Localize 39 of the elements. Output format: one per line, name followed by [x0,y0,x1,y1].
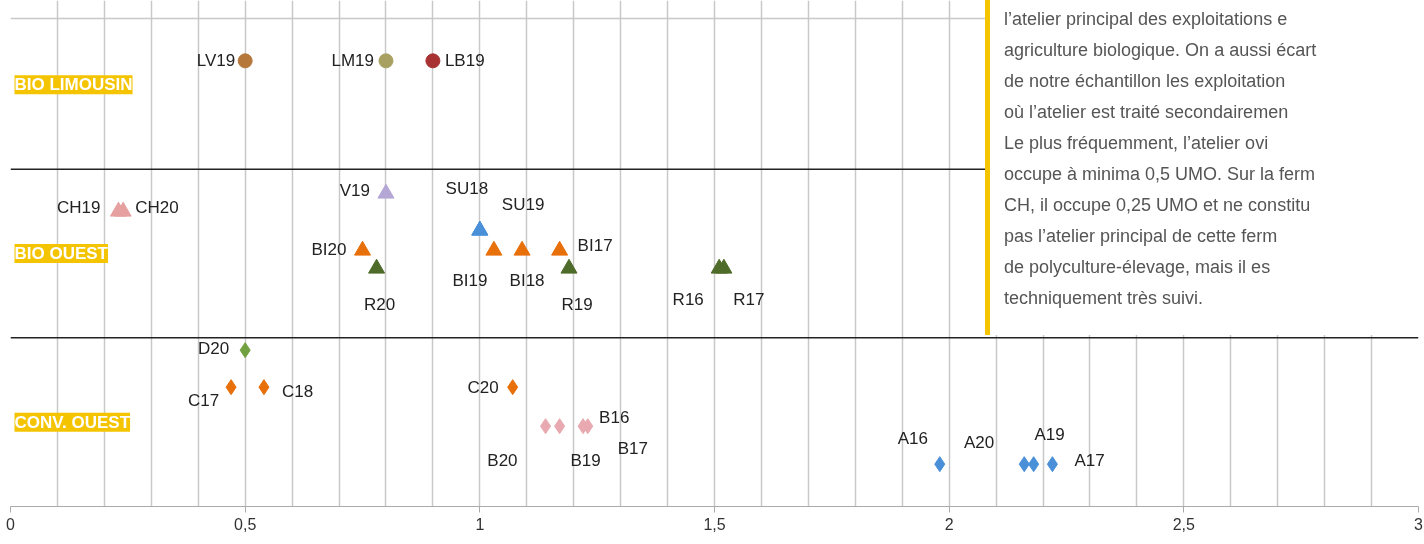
series-label: LM19 [331,51,374,71]
series-label: BI19 [452,271,488,290]
series-label: V19 [339,181,370,200]
series-label: SU18 [445,179,489,198]
series-label: A16 [897,428,928,448]
series-label: BI17 [577,236,613,255]
series-label: D20 [197,338,230,358]
series-label: BI18 [509,271,545,290]
series-label: A20 [964,432,995,452]
series-label: B20 [487,450,518,470]
picture-text-card: l’atelier principal des exploitations e agriculture biologique. On a aussi écart de notre échantillon les exploitation où l’atelier est traité secondairemen Le plus fréquemment, l’atelier ovi occupe à minima 0,5 UMO. Sur la ferm CH, il occupe 0,25 UMO et ne constitu pas l’atelier principal de cette ferm de polyculture-élevage, mais il es techniquement très suivi. [985,0,1419,335]
x-tick-label: 2,5 [1172,515,1196,533]
series-label: B16 [599,407,630,427]
y-tick-label: BIO LIMOUSIN [14,75,133,95]
y-tick-label: CONV. OUEST [14,412,131,432]
x-tick-label: 1,5 [703,515,726,533]
series-label: R17 [733,290,765,309]
x-tick-label: 2 [944,515,954,533]
series-label: A17 [1074,450,1105,470]
series-label: R20 [363,295,396,314]
series-label: CH20 [135,198,179,217]
x-tick-label: 3 [1414,515,1424,533]
series-label: B17 [617,438,649,458]
series-label: CH19 [56,198,101,217]
series-label: B19 [570,450,601,470]
x-tick-label: 0 [6,515,16,533]
series-label: C18 [281,381,314,401]
series-label: C20 [467,377,499,397]
series-label: LB19 [444,51,485,71]
series-label: A19 [1034,424,1065,444]
series-label: C17 [187,390,220,410]
series-label: BI20 [311,240,347,259]
series-label: SU19 [501,195,545,214]
series-label: LV19 [196,51,236,71]
x-tick-label: 0,5 [234,515,257,533]
x-tick-label: 1 [475,515,485,533]
series-label: R19 [561,295,593,314]
series-label: R16 [672,290,704,309]
y-tick-label: BIO OUEST [14,244,109,263]
